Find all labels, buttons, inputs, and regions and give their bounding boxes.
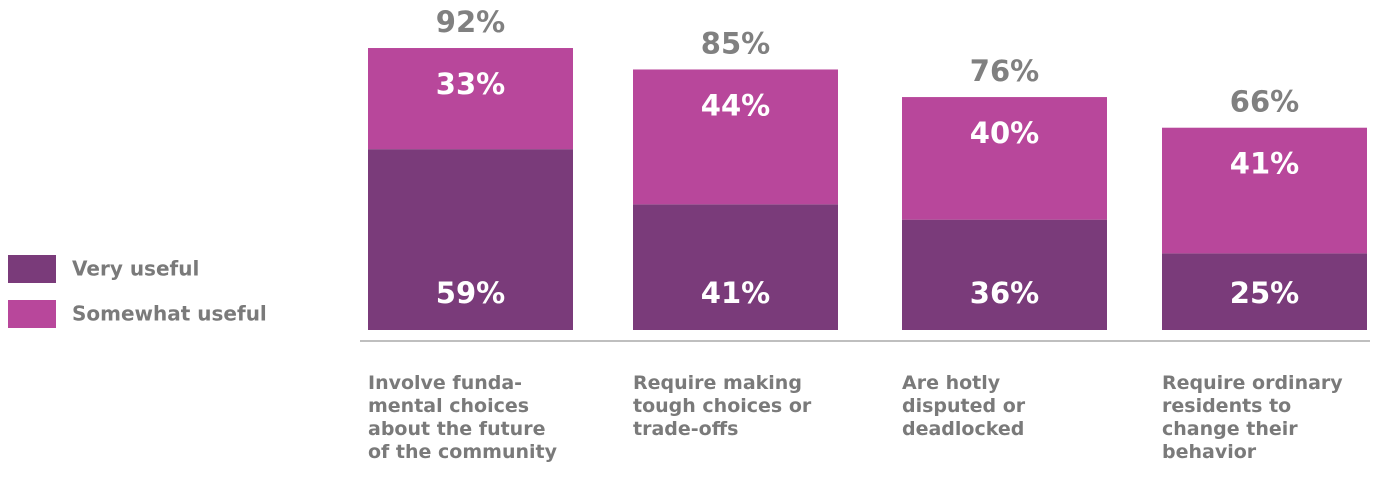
x-tick-label: Require making tough choices or trade-of… xyxy=(633,372,812,440)
total-label: 85% xyxy=(701,26,770,60)
bar-segment xyxy=(368,48,573,150)
bar-segment xyxy=(1162,253,1367,330)
value-label: 40% xyxy=(970,116,1039,150)
x-tick-label: Require ordinary residents to change the… xyxy=(1162,372,1343,463)
legend-label: Somewhat useful xyxy=(72,302,267,326)
total-label: 76% xyxy=(970,54,1039,88)
value-label: 33% xyxy=(436,67,505,101)
value-label: 44% xyxy=(701,88,770,122)
bar-segment xyxy=(633,204,838,330)
value-label: 25% xyxy=(1230,276,1299,310)
legend-label: Very useful xyxy=(72,257,199,281)
bar-segment xyxy=(1162,127,1367,254)
bar-segment xyxy=(633,69,838,205)
value-label: 41% xyxy=(1230,147,1299,181)
bar-segment xyxy=(902,219,1107,330)
total-label: 66% xyxy=(1230,85,1299,119)
bar-segment xyxy=(368,149,573,330)
value-label: 59% xyxy=(436,276,505,310)
x-tick-label: Are hotly disputed or deadlocked xyxy=(902,372,1026,440)
bar-segment xyxy=(902,97,1107,220)
x-tick-label: Involve funda-mental choices about the f… xyxy=(368,372,557,463)
total-label: 92% xyxy=(436,5,505,39)
legend-swatch xyxy=(8,300,56,328)
value-label: 36% xyxy=(970,276,1039,310)
value-label: 41% xyxy=(701,276,770,310)
legend-swatch xyxy=(8,255,56,283)
